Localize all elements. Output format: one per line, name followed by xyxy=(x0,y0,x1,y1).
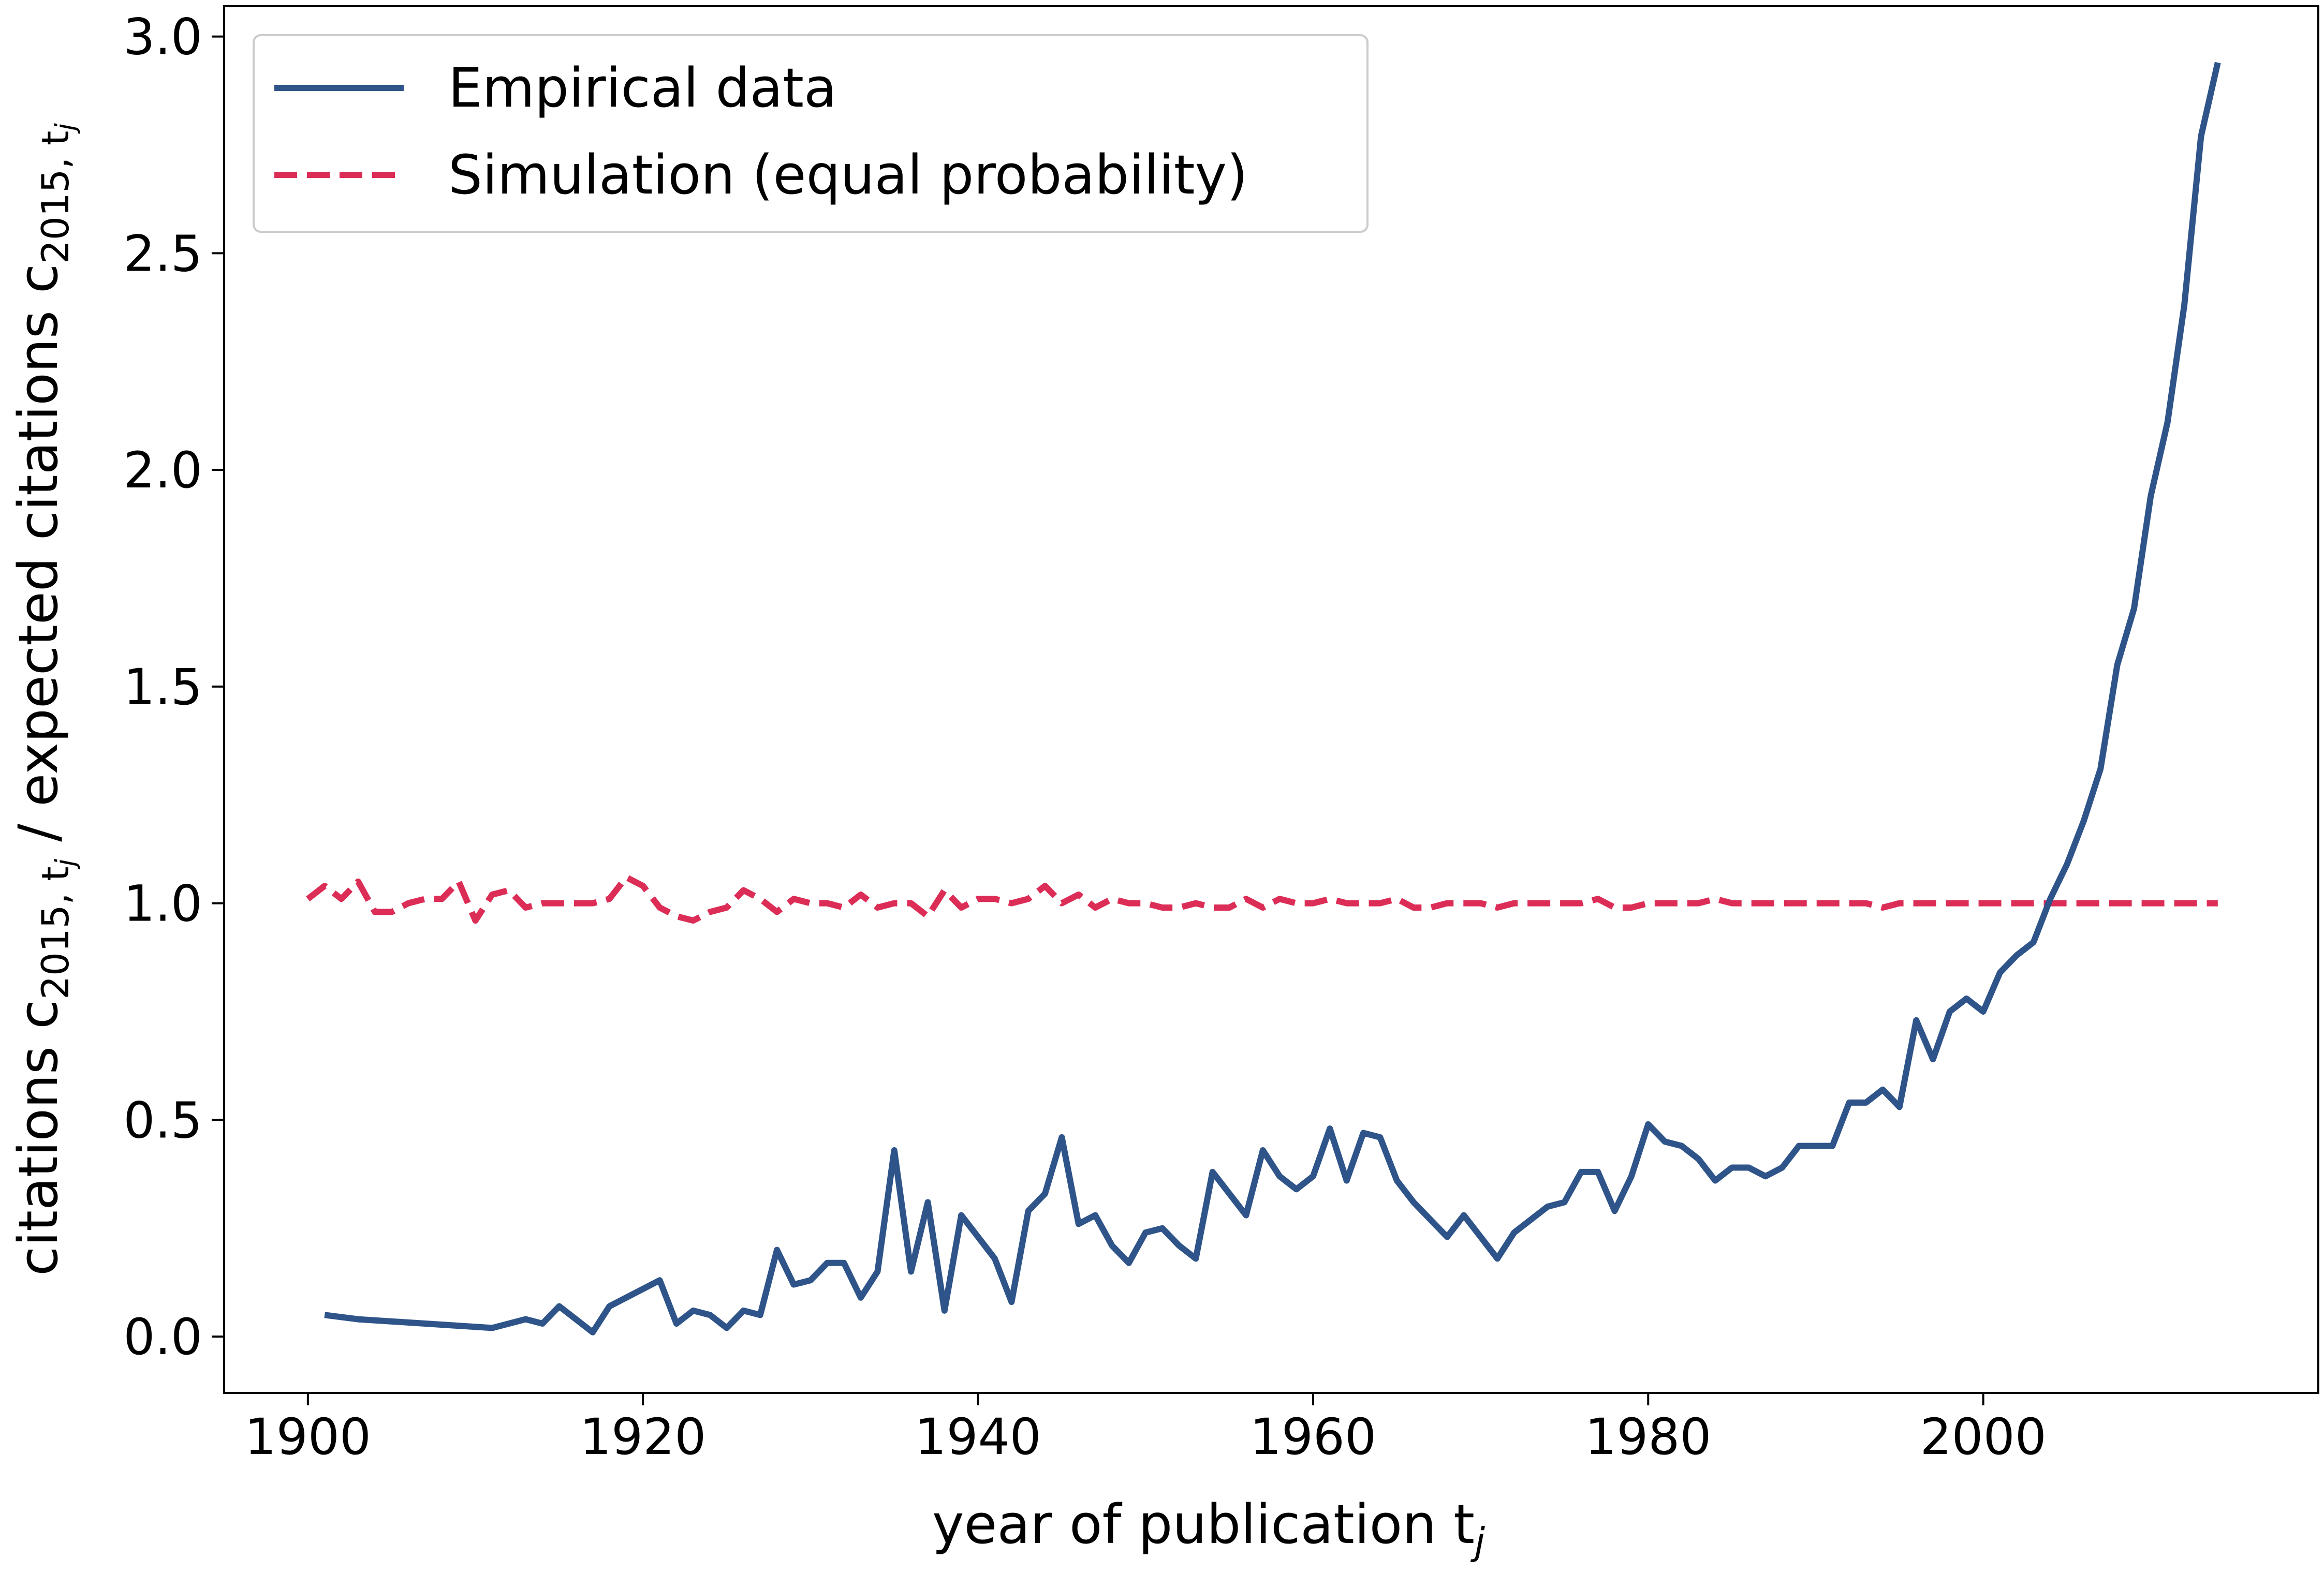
x-axis: 1900 1920 1940 1960 1980 2000 xyxy=(245,1393,2047,1466)
y-axis: 0.0 0.5 1.0 1.5 2.0 2.5 3.0 xyxy=(123,8,224,1366)
x-tick-label: 2000 xyxy=(1920,1408,2046,1466)
y-tick-label: 0.0 xyxy=(123,1308,202,1366)
legend-box xyxy=(253,34,1369,233)
series-line-simulation xyxy=(306,874,2218,924)
y-tick-label: 2.0 xyxy=(123,441,202,499)
y-tick-label: 0.5 xyxy=(123,1091,202,1149)
x-tick-label: 1960 xyxy=(1250,1408,1376,1466)
plot-series xyxy=(306,62,2221,1335)
legend-label-empirical: Empirical data xyxy=(448,56,837,120)
y-tick-label: 3.0 xyxy=(123,8,202,66)
x-axis-label: year of publication tj xyxy=(932,1493,1485,1563)
x-tick-label: 1900 xyxy=(245,1408,371,1466)
x-tick-label: 1920 xyxy=(580,1408,706,1466)
legend-label-simulation: Simulation (equal probability) xyxy=(448,143,1248,206)
y-tick-label: 1.0 xyxy=(123,875,202,933)
y-axis-label: citations c2015, tj / expected citations… xyxy=(7,123,81,1276)
y-tick-label: 2.5 xyxy=(123,225,202,283)
plot-frame xyxy=(223,5,2319,1394)
legend: Empirical data Simulation (equal probabi… xyxy=(253,34,1369,233)
y-tick-label: 1.5 xyxy=(123,658,202,716)
x-tick-label: 1940 xyxy=(915,1408,1041,1466)
series-line-empirical xyxy=(324,62,2221,1335)
x-tick-label: 1980 xyxy=(1585,1408,1711,1466)
